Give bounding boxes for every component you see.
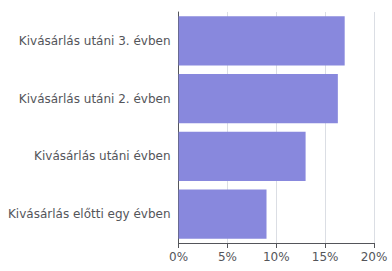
svg-text:0%: 0% bbox=[169, 250, 188, 264]
svg-text:Kivásárlás utáni 3. évben: Kivásárlás utáni 3. évben bbox=[19, 34, 171, 48]
svg-text:15%: 15% bbox=[312, 250, 339, 264]
svg-text:Kivásárlás előtti egy évben: Kivásárlás előtti egy évben bbox=[8, 207, 171, 221]
svg-text:Kivásárlás utáni 2. évben: Kivásárlás utáni 2. évben bbox=[19, 92, 171, 106]
svg-text:Kivásárlás utáni évben: Kivásárlás utáni évben bbox=[34, 149, 170, 163]
svg-text:20%: 20% bbox=[361, 250, 388, 264]
svg-text:10%: 10% bbox=[263, 250, 290, 264]
svg-text:5%: 5% bbox=[218, 250, 237, 264]
